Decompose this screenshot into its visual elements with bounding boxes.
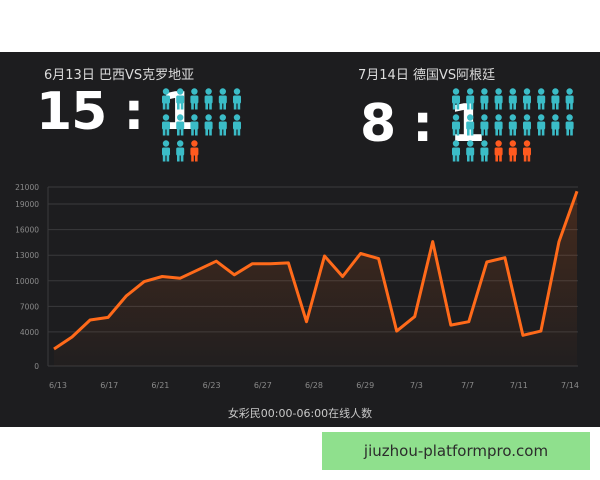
x-tick-label: 6/29	[356, 381, 374, 390]
person-icon-teal	[551, 88, 560, 110]
match-1-score: 15 : 1	[36, 82, 197, 142]
x-tick-label: 6/21	[151, 381, 169, 390]
person-icon-teal	[466, 88, 475, 110]
person-icon-orange	[190, 140, 199, 162]
person-icon-teal	[452, 88, 460, 110]
person-icon-teal	[565, 114, 574, 136]
person-icon-teal	[523, 88, 531, 110]
person-icon-teal	[204, 88, 213, 110]
series-area	[54, 191, 577, 366]
person-icon-teal	[176, 114, 185, 136]
person-icon-orange	[523, 140, 531, 162]
person-icon-orange	[494, 140, 503, 162]
y-tick-label: 19000	[15, 200, 39, 209]
person-icon-teal	[508, 114, 517, 136]
person-icon-teal	[480, 114, 489, 136]
match-2-people-icons	[452, 88, 574, 162]
person-icon-teal	[233, 88, 241, 110]
person-icon-teal	[466, 114, 475, 136]
person-icon-teal	[218, 88, 227, 110]
match-1-title: 6月13日 巴西VS克罗地亚	[44, 68, 195, 83]
y-tick-label: 13000	[15, 251, 39, 260]
match-1-people-icons	[162, 88, 241, 162]
person-icon-teal	[537, 88, 546, 110]
y-tick-label: 7000	[20, 302, 39, 311]
person-icon-teal	[452, 114, 460, 136]
person-icon-teal	[162, 88, 170, 110]
person-icon-teal	[480, 88, 489, 110]
person-icon-teal	[218, 114, 227, 136]
series-line	[53, 190, 579, 351]
person-icon-teal	[508, 88, 517, 110]
person-icon-teal	[190, 114, 199, 136]
person-icon-teal	[494, 88, 503, 110]
person-icon-orange	[508, 140, 517, 162]
y-tick-label: 10000	[15, 277, 39, 286]
x-tick-label: 7/14	[561, 381, 579, 390]
x-tick-label: 6/23	[203, 381, 221, 390]
x-tick-label: 7/7	[461, 381, 474, 390]
person-icon-teal	[565, 88, 574, 110]
watermark-text: jiuzhou-platformpro.com	[363, 442, 549, 460]
person-icon-teal	[176, 140, 185, 162]
person-icon-teal	[494, 114, 503, 136]
x-tick-label: 6/17	[100, 381, 118, 390]
person-icon-teal	[233, 114, 241, 136]
y-tick-label: 4000	[20, 328, 39, 337]
person-icon-teal	[162, 140, 170, 162]
y-tick-label: 21000	[15, 183, 39, 192]
x-tick-label: 6/13	[49, 381, 67, 390]
person-icon-teal	[466, 140, 475, 162]
x-tick-label: 6/27	[254, 381, 272, 390]
x-tick-label: 6/28	[305, 381, 323, 390]
person-icon-teal	[523, 114, 531, 136]
match-2-title: 7月14日 德国VS阿根廷	[358, 68, 496, 83]
person-icon-teal	[176, 88, 185, 110]
match-2-score: 8 : 1	[360, 94, 485, 154]
person-icon-teal	[480, 140, 489, 162]
y-tick-label: 16000	[15, 226, 39, 235]
watermark-banner: jiuzhou-platformpro.com	[322, 432, 590, 470]
x-axis-label: 女彩民00:00-06:00在线人数	[227, 407, 373, 420]
person-icon-teal	[537, 114, 546, 136]
person-icon-teal	[190, 88, 199, 110]
person-icon-teal	[204, 114, 213, 136]
person-icon-teal	[452, 140, 460, 162]
person-icon-teal	[551, 114, 560, 136]
x-tick-label: 7/11	[510, 381, 528, 390]
y-tick-label: 0	[34, 362, 39, 371]
x-tick-label: 7/3	[410, 381, 423, 390]
person-icon-teal	[162, 114, 170, 136]
